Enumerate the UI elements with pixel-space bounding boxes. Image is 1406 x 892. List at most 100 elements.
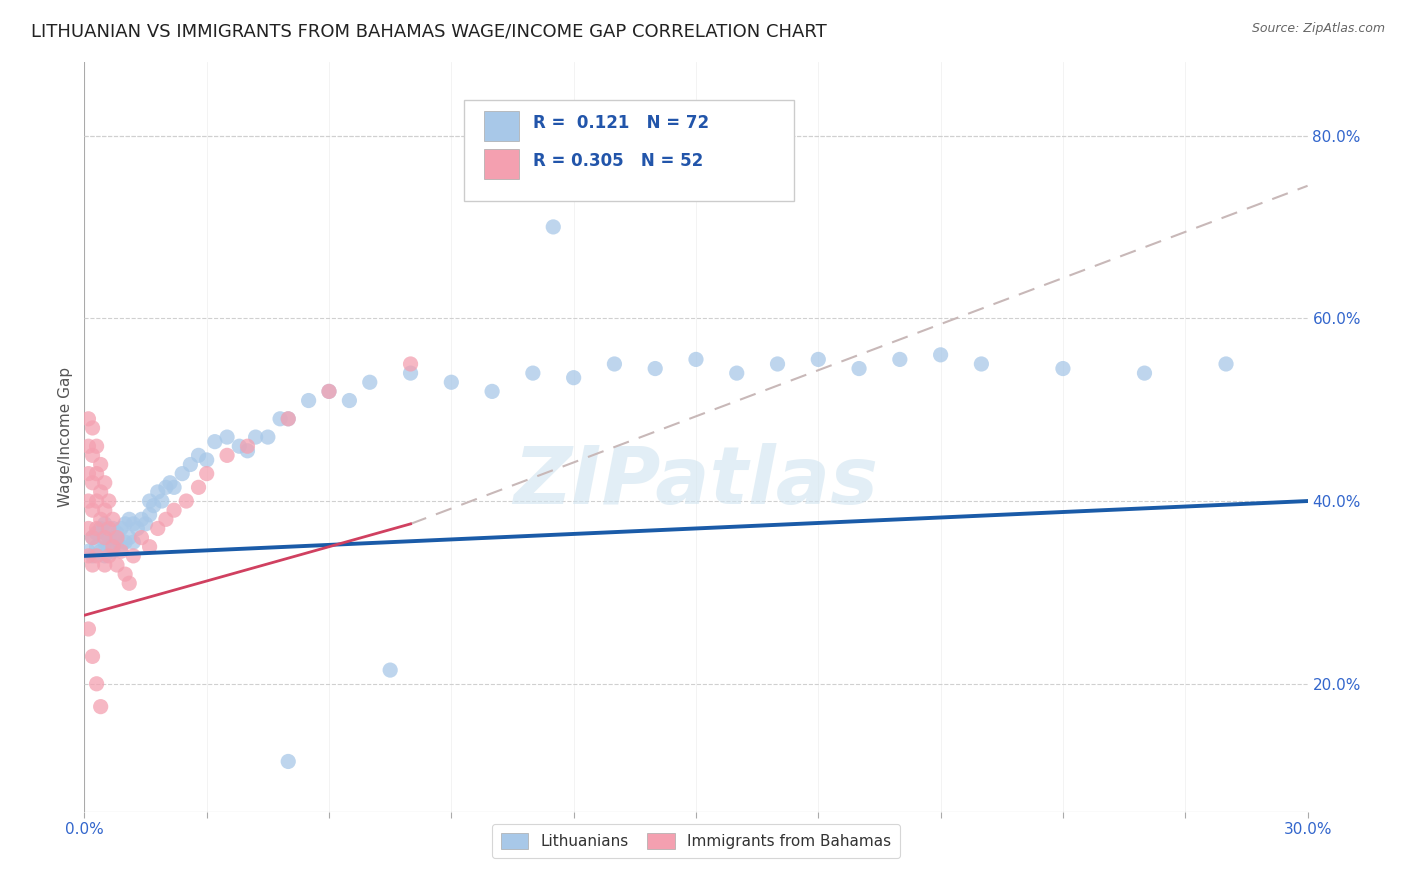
Point	[522, 366, 544, 380]
Point	[101, 540, 124, 554]
Point	[122, 516, 145, 531]
Point	[277, 755, 299, 769]
Point	[339, 393, 361, 408]
FancyBboxPatch shape	[484, 149, 519, 178]
Point	[93, 516, 115, 531]
Point	[77, 439, 100, 453]
Point	[101, 512, 124, 526]
Point	[970, 357, 993, 371]
Point	[929, 348, 952, 362]
Point	[380, 663, 402, 677]
Point	[77, 544, 100, 558]
Point	[82, 448, 104, 462]
Point	[118, 576, 141, 591]
Point	[86, 540, 108, 554]
Point	[97, 521, 120, 535]
Point	[135, 516, 157, 531]
Point	[77, 412, 100, 426]
Point	[93, 549, 115, 563]
Point	[86, 677, 108, 691]
Point	[127, 521, 149, 535]
Point	[110, 521, 132, 535]
Point	[131, 512, 153, 526]
Point	[93, 503, 115, 517]
Point	[90, 458, 112, 472]
Point	[217, 448, 239, 462]
Point	[82, 531, 104, 545]
Text: LITHUANIAN VS IMMIGRANTS FROM BAHAMAS WAGE/INCOME GAP CORRELATION CHART: LITHUANIAN VS IMMIGRANTS FROM BAHAMAS WA…	[31, 22, 827, 40]
Point	[101, 521, 124, 535]
Point	[77, 467, 100, 481]
Point	[1215, 357, 1237, 371]
Point	[155, 480, 177, 494]
Point	[90, 521, 112, 535]
Point	[97, 531, 120, 545]
Point	[766, 357, 789, 371]
Point	[82, 558, 104, 572]
Point	[82, 475, 104, 490]
Point	[110, 540, 132, 554]
Point	[138, 540, 160, 554]
Point	[93, 531, 115, 545]
Point	[807, 352, 830, 367]
FancyBboxPatch shape	[484, 112, 519, 141]
Point	[195, 453, 218, 467]
FancyBboxPatch shape	[464, 100, 794, 201]
Point	[146, 521, 169, 535]
Point	[269, 412, 291, 426]
Point	[163, 503, 186, 517]
Point	[97, 549, 120, 563]
Point	[481, 384, 503, 399]
Point	[257, 430, 280, 444]
Point	[86, 439, 108, 453]
Point	[82, 549, 104, 563]
Point	[236, 443, 259, 458]
Point	[172, 467, 194, 481]
Point	[142, 499, 165, 513]
Point	[82, 503, 104, 517]
Point	[277, 412, 299, 426]
Point	[105, 531, 128, 545]
Point	[77, 521, 100, 535]
Point	[543, 219, 565, 234]
Point	[93, 558, 115, 572]
Point	[86, 494, 108, 508]
Point	[77, 494, 100, 508]
Point	[195, 467, 218, 481]
Point	[174, 494, 197, 508]
Text: ZIPatlas: ZIPatlas	[513, 443, 879, 521]
Point	[93, 475, 115, 490]
Point	[93, 535, 115, 549]
Point	[114, 567, 136, 582]
Point	[114, 516, 136, 531]
Text: R =  0.121   N = 72: R = 0.121 N = 72	[533, 114, 710, 132]
Point	[685, 352, 707, 367]
Point	[82, 531, 104, 545]
Point	[90, 484, 112, 499]
Y-axis label: Wage/Income Gap: Wage/Income Gap	[58, 367, 73, 508]
Point	[217, 430, 239, 444]
Point	[245, 430, 267, 444]
Point	[187, 480, 209, 494]
Point	[155, 512, 177, 526]
Point	[725, 366, 748, 380]
Point	[889, 352, 911, 367]
Point	[77, 622, 100, 636]
Point	[110, 544, 132, 558]
Point	[118, 531, 141, 545]
Text: Source: ZipAtlas.com: Source: ZipAtlas.com	[1251, 22, 1385, 36]
Point	[187, 448, 209, 462]
Point	[82, 649, 104, 664]
Point	[138, 494, 160, 508]
Point	[204, 434, 226, 449]
Point	[644, 361, 666, 376]
Point	[77, 549, 100, 563]
Point	[1052, 361, 1074, 376]
Point	[105, 526, 128, 541]
Point	[399, 357, 422, 371]
Point	[179, 458, 201, 472]
Point	[159, 475, 181, 490]
Point	[138, 508, 160, 522]
Point	[318, 384, 340, 399]
Point	[105, 558, 128, 572]
